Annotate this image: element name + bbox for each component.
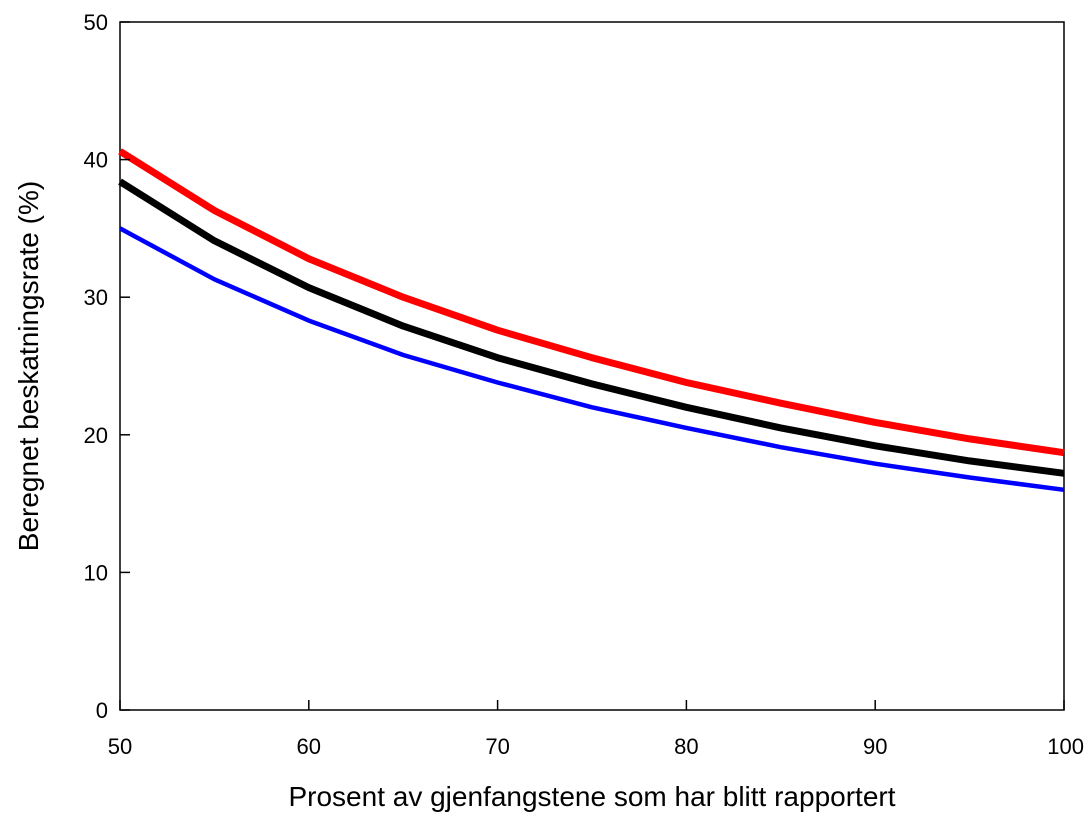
x-tick-label: 100 <box>1047 734 1084 759</box>
y-tick-label: 40 <box>84 148 108 173</box>
series-layer <box>118 148 1065 493</box>
x-tick-label: 90 <box>863 734 887 759</box>
x-tick-label: 70 <box>485 734 509 759</box>
y-tick-label: 30 <box>84 285 108 310</box>
x-tick-label: 80 <box>674 734 698 759</box>
series-line-3 <box>118 226 1065 493</box>
y-tick-label: 0 <box>96 698 108 723</box>
x-axis-label: Prosent av gjenfangstene som har blitt r… <box>288 781 895 812</box>
y-axis-ticks: 0 10 20 30 40 50 <box>84 10 130 723</box>
y-tick-label: 50 <box>84 10 108 35</box>
series-line-2 <box>118 178 1065 477</box>
plot-area <box>119 21 1065 711</box>
y-axis-label: Beregnet beskatningsrate (%) <box>13 181 44 551</box>
y-tick-label: 10 <box>84 560 108 585</box>
x-tick-label: 50 <box>108 734 132 759</box>
x-tick-label: 60 <box>297 734 321 759</box>
x-axis-ticks: 50 60 70 80 90 100 <box>108 700 1084 759</box>
y-tick-label: 20 <box>84 423 108 448</box>
series-line-1 <box>118 148 1065 457</box>
